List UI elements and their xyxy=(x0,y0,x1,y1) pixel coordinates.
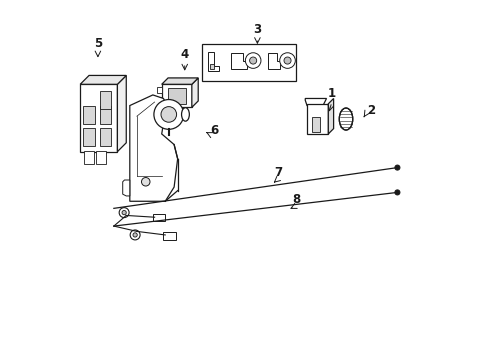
Bar xyxy=(153,214,165,221)
Polygon shape xyxy=(305,99,326,105)
Circle shape xyxy=(122,211,126,215)
Bar xyxy=(80,84,118,152)
Circle shape xyxy=(130,230,140,240)
Bar xyxy=(83,106,95,124)
Bar xyxy=(202,44,296,81)
Circle shape xyxy=(395,165,400,170)
Polygon shape xyxy=(80,76,126,84)
Polygon shape xyxy=(328,99,334,134)
Bar xyxy=(99,128,111,146)
Polygon shape xyxy=(307,104,328,134)
Text: 7: 7 xyxy=(274,166,283,179)
Circle shape xyxy=(142,177,150,186)
Polygon shape xyxy=(192,78,198,107)
Bar xyxy=(168,88,186,104)
Bar xyxy=(84,150,94,164)
Text: 2: 2 xyxy=(367,104,375,117)
Bar xyxy=(312,117,320,132)
Bar xyxy=(99,106,111,124)
Text: 8: 8 xyxy=(292,193,300,206)
Text: 6: 6 xyxy=(211,124,219,137)
Text: 3: 3 xyxy=(253,23,262,36)
Circle shape xyxy=(119,208,129,217)
Circle shape xyxy=(280,53,295,68)
Bar xyxy=(164,232,176,240)
Polygon shape xyxy=(118,76,126,152)
Circle shape xyxy=(395,190,400,195)
Polygon shape xyxy=(208,52,219,71)
Circle shape xyxy=(133,233,137,237)
Bar xyxy=(210,64,214,69)
Text: 4: 4 xyxy=(181,48,189,61)
Polygon shape xyxy=(268,54,280,69)
Circle shape xyxy=(249,57,257,64)
Bar xyxy=(96,150,106,164)
Ellipse shape xyxy=(182,108,189,121)
Bar xyxy=(83,128,95,146)
Circle shape xyxy=(154,100,184,129)
Polygon shape xyxy=(162,78,198,84)
Bar xyxy=(157,98,162,104)
Text: 1: 1 xyxy=(328,87,336,100)
Text: 5: 5 xyxy=(95,37,102,50)
Bar xyxy=(99,91,111,109)
Circle shape xyxy=(284,57,291,64)
Polygon shape xyxy=(231,54,247,69)
Circle shape xyxy=(161,107,176,122)
Bar xyxy=(162,84,192,107)
Polygon shape xyxy=(122,180,130,196)
Polygon shape xyxy=(130,95,178,201)
Ellipse shape xyxy=(339,108,353,130)
Bar xyxy=(157,87,162,93)
Circle shape xyxy=(245,53,261,68)
